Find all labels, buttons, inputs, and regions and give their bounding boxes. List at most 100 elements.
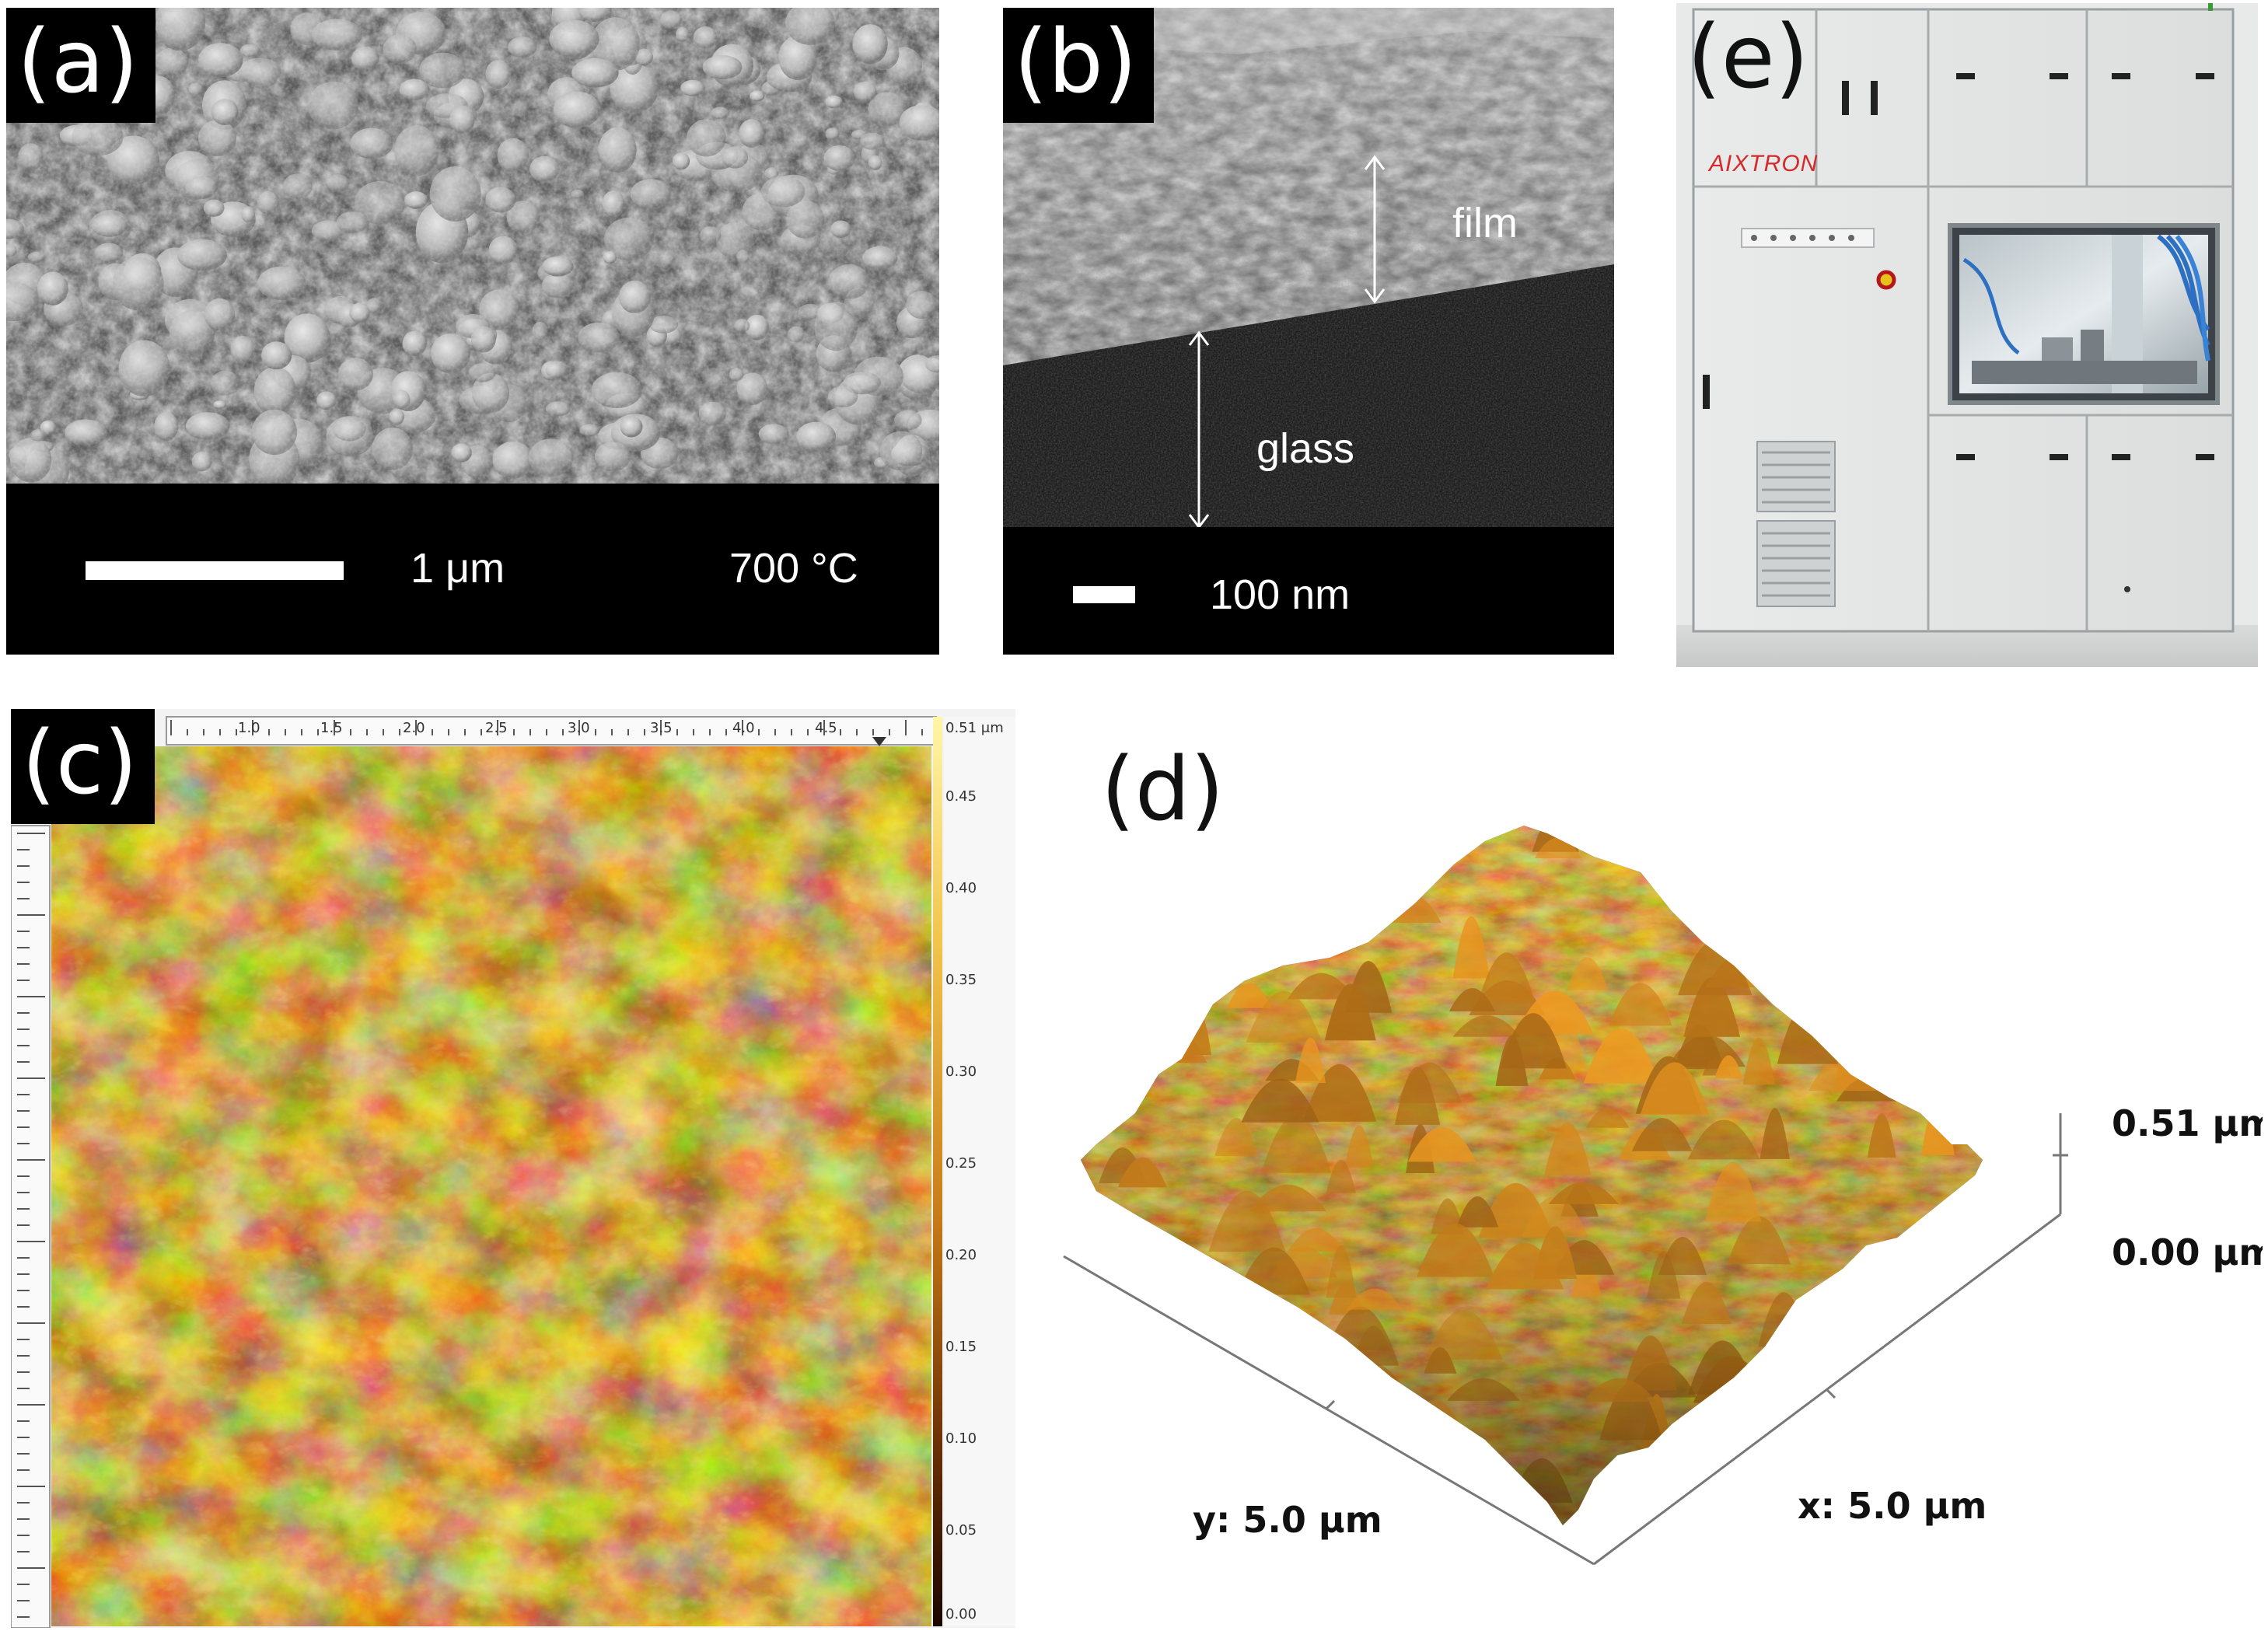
panel-b-sem-cross-section: film glass 100 nm (b) [1003,8,1614,655]
afm-peak [1248,1420,1322,1443]
afm-peak [1900,873,1937,899]
afm-peak [1160,1383,1192,1431]
ruler-tick-label: 3.5 [650,720,673,736]
afm-peak [1338,868,1376,910]
brand-logo: AIXTRON [1709,151,1819,176]
afm-peak [1321,1446,1351,1496]
afm-peak [1347,826,1417,864]
afm-peak [1868,1246,1906,1267]
ruler-tick-label: 1.5 [320,720,343,736]
afm-peak [1892,1367,1926,1418]
afm-peak [1885,1035,1965,1063]
afm-peak [1085,1036,1137,1059]
afm-peak [1746,826,1810,875]
colorbar-tick-label: 0.40 [945,880,977,896]
afm-peak [1289,1439,1354,1476]
afm-peak [1921,1062,1983,1086]
ruler-tick-label: 3.0 [568,720,590,736]
afm-peak [1169,1297,1225,1352]
panel-label-c: (c) [11,709,155,824]
afm-peak [1902,842,1962,899]
afm-peak [1784,873,1844,897]
afm-peak [1837,1264,1898,1313]
afm-peak [1854,832,1896,876]
afm-peak [1309,851,1344,910]
afm-peak [1909,1318,1982,1371]
afm-peak [1852,917,1910,980]
afm-peak [1158,1258,1231,1318]
afm-peak [1938,1029,1971,1069]
panel-d-afm-3d: 0.51 μm 0.00 μm y: 5.0 μm x: 5.0 μm (d) [1050,709,2263,1628]
z-axis-max-label: 0.51 μm [2112,1102,2263,1144]
x-axis-label: x: 5.0 μm [1798,1485,1987,1527]
colorbar-tick-label: 0.20 [945,1247,977,1263]
afm-peak [1081,866,1148,909]
scale-bar-label: 100 nm [1210,571,1351,618]
afm-peak [1623,1465,1659,1492]
temperature-label: 700 °C [729,545,858,592]
colorbar-tick-label: 0.10 [945,1430,977,1447]
colorbar-tick-label: 0.35 [945,972,977,988]
afm-3d-surface [1063,826,2068,1566]
afm-peak [1753,1357,1784,1399]
sem-surface-image [6,8,939,494]
afm-peak [1365,826,1435,873]
afm-peak [1139,1337,1194,1371]
afm-peak [1385,1445,1459,1496]
glass-label: glass [1256,425,1355,472]
afm-peak [1725,1462,1794,1514]
afm-peak [1924,1343,1959,1404]
scale-bar [1073,586,1135,603]
colorbar-tick-label: 0.00 [945,1606,977,1622]
panel-label-d: (d) [1101,739,1225,840]
film-label: film [1452,200,1518,246]
colorbar-tick-label: 0.05 [945,1522,977,1538]
afm-peak [1210,1321,1244,1376]
colorbar-tick-label: 0.30 [945,1063,977,1080]
afm-peak [1841,889,1914,927]
afm-peak [1857,1433,1918,1474]
ruler-tick-label: 2.0 [403,720,425,736]
afm-peak [1837,930,1905,951]
afm-peak [1826,1402,1907,1424]
afm-peak [1197,1378,1227,1423]
afm-peak [1659,1495,1699,1518]
afm-peak [1454,1458,1517,1516]
ruler-tick-label: 2.5 [485,720,508,736]
afm-peak [1158,879,1212,931]
panel-c-afm-2d: 1.0 1.5 2.0 2.5 3.0 3.5 4.0 4.5 0.51 μm … [11,709,1015,1628]
scale-bar [86,561,344,580]
afm-peak [1778,826,1812,875]
colorbar-tick-label: 0.25 [945,1155,977,1172]
scale-bar-label: 1 μm [411,545,505,592]
afm-peak [1936,967,1976,1029]
z-axis-min-label: 0.00 μm [2112,1231,2263,1273]
ruler-tick-label: 4.5 [815,720,837,736]
afm-peak [1319,1453,1348,1487]
panel-e-reactor-photo: AIXTRON (e) [1676,3,2258,667]
afm-peak [1906,1015,1952,1076]
colorbar-tick-label: 0.45 [945,788,977,805]
afm-peak [1172,901,1213,931]
afm-peak [1145,1398,1188,1424]
ruler-tick-label: 4.0 [732,720,755,736]
afm-peak [1081,1330,1137,1382]
mocvd-system-photo [1676,3,2258,667]
panel-a-sem-surface: 1 μm 700 °C (a) [6,8,939,655]
afm-peak [1927,1315,1969,1362]
panel-label-b: (b) [1003,8,1155,123]
afm-peak [1274,1358,1309,1396]
afm-peak [1083,1214,1134,1267]
afm-peak [1873,1374,1928,1394]
afm-peak [1382,836,1449,877]
colorbar-tick-label: 0.15 [945,1339,977,1355]
panel-label-a: (a) [6,8,156,123]
y-axis-label: y: 5.0 μm [1193,1499,1382,1541]
afm-peak [1799,1287,1868,1311]
ruler-tick-label: 1.0 [238,720,260,736]
afm-peak [1939,1350,1968,1373]
afm-height-map [11,709,1015,1628]
afm-peak [1130,1434,1180,1491]
afm-peak [1816,1425,1851,1459]
afm-peak [1882,931,1957,968]
